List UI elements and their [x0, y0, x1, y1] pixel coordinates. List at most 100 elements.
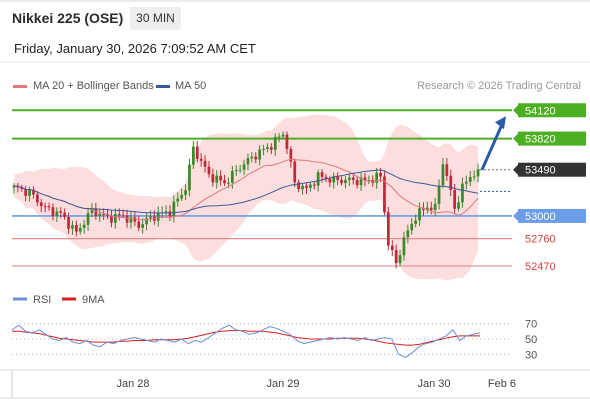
candle-body [433, 203, 437, 211]
candle-body [375, 172, 379, 183]
candle-body [437, 185, 441, 204]
candle-body [316, 172, 320, 186]
candle-body [188, 164, 191, 191]
candle-body [347, 177, 351, 180]
candle-body [35, 194, 39, 203]
candle-body [32, 189, 35, 195]
candle-body [98, 213, 102, 216]
candle-body [180, 194, 184, 199]
ma20-line [13, 158, 479, 221]
candle-body [102, 213, 106, 215]
candle-body [219, 175, 223, 181]
timeframe-badge[interactable]: 30 MIN [130, 7, 181, 30]
candle-body [113, 214, 117, 223]
candle-body [312, 184, 316, 186]
rsi-ma-legend-label: 9MA [82, 294, 105, 306]
candle-body [191, 146, 195, 165]
candle-body [63, 212, 67, 218]
candle-body [67, 217, 70, 229]
ma20-legend-swatch [13, 85, 27, 88]
candle-body [266, 147, 269, 149]
candle-body [254, 156, 258, 160]
candle-body [246, 158, 250, 165]
candle-body [425, 207, 429, 210]
rsi-tick-70: 70 [525, 319, 537, 331]
level-box-53000 [518, 208, 586, 223]
timestamp: Friday, January 30, 2026 7:09:52 AM CET [14, 41, 256, 56]
candle-body [55, 211, 59, 216]
candle-body [453, 189, 457, 209]
candle-body [340, 179, 343, 184]
ma50-legend-label: MA 50 [175, 80, 207, 92]
candle-body [320, 172, 324, 177]
candle-body [461, 183, 464, 203]
ma20-legend-label: MA 20 + Bollinger Bands [33, 80, 154, 92]
candle-body [230, 171, 234, 183]
candle-body [398, 255, 402, 264]
rsi-tick-30: 30 [525, 349, 537, 361]
candle-body [441, 164, 445, 186]
candle-body [195, 146, 199, 159]
level-pointer-54120 [513, 105, 518, 116]
level-label-52760: 52760 [525, 234, 556, 246]
candle-body [273, 136, 277, 150]
candle-body [141, 224, 145, 228]
instrument-title: Nikkei 225 (OSE) [12, 10, 124, 26]
candle-body [74, 225, 78, 232]
level-label-53820: 53820 [525, 134, 556, 146]
level-label-53000: 53000 [525, 211, 556, 223]
candle-body [293, 161, 297, 183]
candle-body [418, 208, 421, 221]
candle-body [43, 206, 47, 208]
candle-body [429, 207, 433, 211]
candle-body [184, 190, 187, 195]
candle-body [121, 215, 125, 217]
candle-body [125, 215, 129, 223]
x-tick-label: Feb 6 [488, 378, 516, 390]
candle-body [86, 213, 90, 225]
candle-body [414, 220, 418, 224]
candle-body [289, 149, 293, 162]
candle-body [156, 212, 160, 221]
candle-body [383, 176, 386, 213]
candle-body [20, 187, 24, 190]
candle-body [129, 217, 133, 223]
candle-body [203, 160, 207, 167]
candle-body [277, 136, 281, 138]
candle-body [172, 201, 176, 217]
candle-body [59, 211, 63, 213]
candle-body [207, 166, 211, 175]
candle-body [305, 185, 308, 188]
level-box-53820 [518, 131, 586, 146]
candle-body [351, 177, 355, 180]
rsi-line [11, 324, 481, 358]
candle-body [359, 177, 363, 186]
x-tick-label: Jan 28 [116, 378, 149, 390]
candle-body [238, 169, 242, 171]
ma50-legend-swatch [156, 85, 170, 88]
level-label-53490: 53490 [525, 165, 556, 177]
candle-body [386, 212, 390, 246]
candle-body [137, 221, 141, 228]
target-arrow-head [495, 116, 506, 130]
candle-body [176, 198, 180, 202]
candle-body [476, 169, 480, 177]
candle-body [12, 185, 16, 188]
ma50-line [13, 169, 479, 214]
candle-body [223, 180, 226, 184]
research-credit: Research © 2026 Trading Central [416, 80, 581, 92]
x-tick-label: Jan 30 [417, 378, 450, 390]
candle-body [464, 181, 468, 184]
candle-body [468, 176, 472, 182]
candle-body [324, 176, 328, 179]
candle-body [47, 206, 51, 208]
level-label-54120: 54120 [525, 105, 556, 117]
candle-body [297, 182, 301, 190]
candle-body [242, 164, 246, 170]
candle-body [82, 224, 86, 229]
candle-body [410, 223, 414, 231]
candle-body [168, 211, 172, 217]
candle-body [394, 250, 398, 264]
